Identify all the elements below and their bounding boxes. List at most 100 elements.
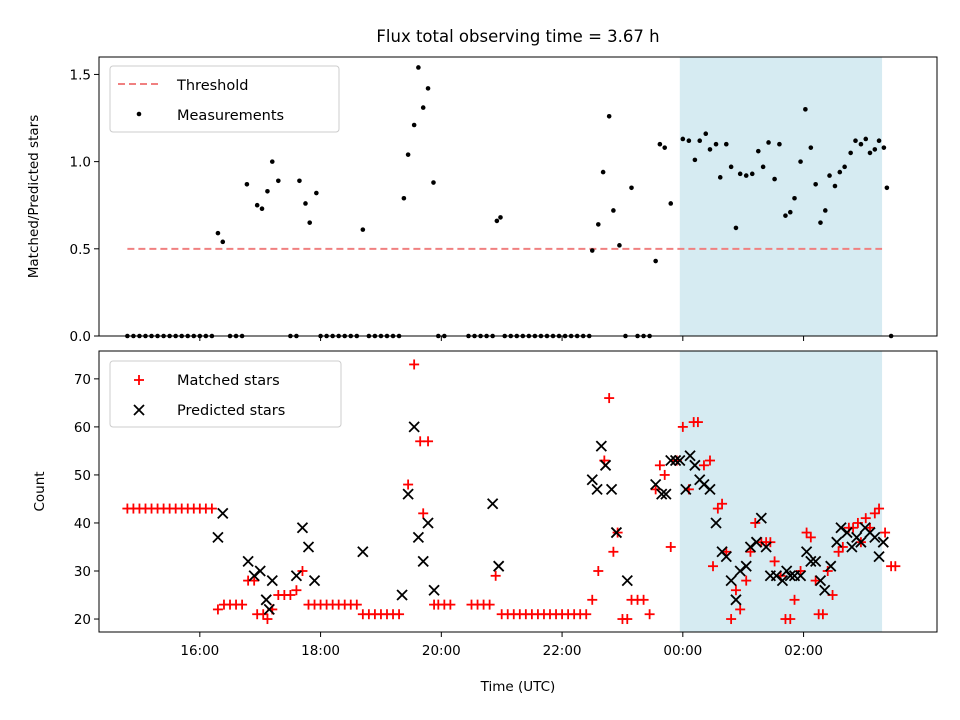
matched-star-marker [604,393,615,404]
matched-star-marker [423,436,434,447]
x-axis-label: Time (UTC) [480,679,556,695]
matched-star-marker [409,359,420,370]
matched-star-marker [785,614,796,625]
matched-star-marker [837,541,848,552]
predicted-star-marker [846,541,858,553]
matched-star-marker [650,484,661,495]
measurement-point [703,131,709,137]
matched-star-marker [484,599,495,610]
matched-star-marker [608,546,619,557]
measurement-point [832,183,838,189]
matched-star-marker [644,609,655,620]
measurement-point [787,209,793,215]
predicted-star-marker [680,483,692,495]
measurement-point [837,169,843,175]
legend-matched-label: Matched stars [177,373,280,389]
matched-star-marker [730,585,741,596]
predicted-star-marker [755,512,767,524]
measurement-point [823,208,828,213]
measurement-point [220,239,226,245]
y-tick-label: 40 [74,516,91,532]
matched-star-marker [237,599,248,610]
matched-star-marker [593,565,604,576]
measurement-point [611,208,616,213]
predicted-star-marker [831,536,843,548]
measurement-point [803,107,808,112]
predicted-star-marker [800,546,813,558]
matched-star-marker [351,599,362,610]
measurement-point [420,105,426,110]
predicted-star-marker [873,550,885,563]
predicted-star-marker [740,560,752,572]
predicted-star-marker [428,584,440,596]
y-axis-ticks: 20 30 40 50 60 70 [74,372,99,628]
matched-star-marker [665,541,676,552]
observing-window-shade [679,57,883,336]
measurement-point [276,178,281,184]
matched-star-marker [890,561,901,572]
matched-star-marker [735,604,746,615]
matched-star-marker [262,614,273,625]
predicted-star-marker [266,574,278,587]
predicted-star-marker [684,450,696,462]
matched-star-marker [297,565,308,576]
matched-star-marker [490,570,501,581]
predicted-star-marker [656,488,668,500]
matched-star-marker [874,503,885,514]
measurement-point [808,145,814,150]
matched-star-marker [285,590,296,601]
predicted-star-marker [794,570,807,582]
ratio-panel: 0.0 0.5 1.0 1.5 Matched/Predicted stars Thr… [26,56,938,345]
matched-star-marker [750,517,761,528]
x-tick-label: 02:00 [784,643,823,659]
x-tick-label: 16:00 [180,643,219,659]
matched-star-marker [769,556,780,567]
measurement-point [881,145,887,150]
predicted-star-marker [412,531,425,544]
predicted-star-marker [720,550,732,563]
measurement-point [265,188,270,194]
measurement-point [425,86,431,91]
x-axis-ticks [199,336,805,341]
matched-star-marker [880,527,891,538]
measurement-point [737,171,743,177]
measurement-point [405,152,411,157]
measurement-point [818,220,823,225]
measurement-point [401,195,407,201]
legend-box [109,65,340,133]
predicted-star-marker [260,594,272,606]
matched-star-marker [741,575,752,586]
predicted-star-markers [212,421,889,616]
predicted-star-marker [217,507,229,519]
matched-star-marker [717,498,728,509]
legend-box [109,360,342,428]
measurement-point [215,230,221,236]
y-tick-label: 1.0 [70,155,91,171]
predicted-star-marker [302,541,315,553]
predicted-star-marker [599,459,612,471]
measurement-point [728,164,734,170]
matched-star-marker [418,508,429,519]
predicted-star-marker [674,454,686,467]
matched-star-marker [817,609,828,620]
measurement-point [853,138,858,143]
predicted-star-marker [760,541,772,553]
y-axis-label: Count [32,471,48,511]
matched-star-marker [587,594,598,605]
matched-star-marker [726,614,737,625]
measurement-point [760,164,766,170]
matched-star-marker [848,522,859,533]
measurement-point [813,181,818,187]
matched-star-marker [708,561,719,572]
matched-star-marker [745,546,756,557]
matched-star-marker [206,503,217,514]
predicted-star-marker [487,498,499,510]
measurement-point [766,140,771,145]
measurement-point [717,175,723,180]
measurement-point [494,218,500,224]
y-tick-label: 0.0 [70,329,91,345]
measurement-point [653,258,658,264]
measurement-point [772,176,777,182]
measurement-point [783,213,788,218]
